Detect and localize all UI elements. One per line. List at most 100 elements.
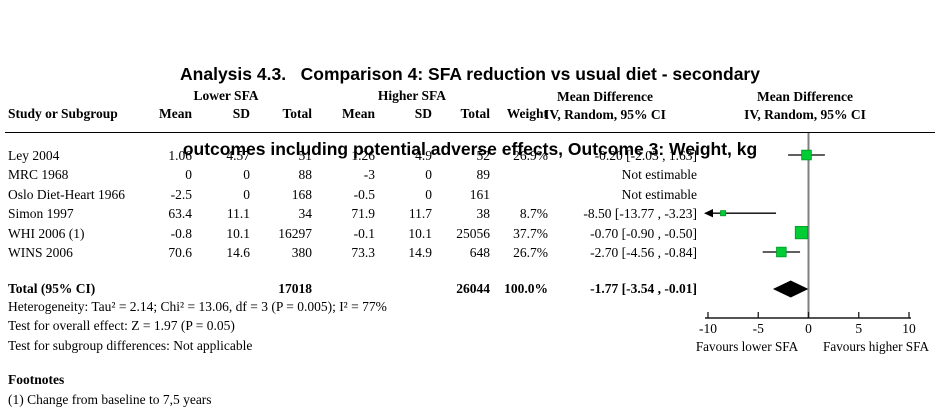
- cell-ci: -8.50 [-13.77 , -3.23]: [583, 206, 697, 222]
- cell-mean1: 0: [185, 167, 192, 183]
- cell-sd2: 0: [425, 167, 432, 183]
- column-header-row: Study or Subgroup Mean SD Total Mean SD …: [0, 106, 700, 124]
- cell-study: Ley 2004: [8, 148, 60, 163]
- cell-sd2: 0: [425, 186, 432, 202]
- forest-plot-graphic: -10 -5 0 5 10 Favours lower SFA Favours higher…: [696, 133, 929, 354]
- effect-marker: [720, 210, 727, 217]
- favours-left-label: Favours lower SFA: [696, 339, 799, 354]
- total-n-lower: 17018: [278, 281, 312, 296]
- title-line-1: Analysis 4.3. Comparison 4: SFA reductio…: [180, 64, 760, 84]
- col-header-weight: Weight: [506, 106, 548, 121]
- cell-study: WINS 2006: [8, 244, 73, 260]
- statistics-lines: Heterogeneity: Tau² = 2.14; Chi² = 13.06…: [8, 297, 648, 355]
- cell-sd1: 4.57: [226, 148, 250, 163]
- footnote-item: (1) Change from baseline to 7,5 years: [8, 392, 212, 407]
- cell-study: MRC 1968: [8, 167, 69, 183]
- cell-ci: -2.70 [-4.56 , -0.84]: [590, 244, 697, 260]
- study-rows: Ley 2004 1.06 4.57 51 1.26 4.9 52 26.9% -0.20 [-…: [0, 146, 700, 262]
- total-ci: -1.77 [-3.54 , -0.01]: [590, 281, 697, 296]
- cell-mean2: -0.1: [353, 225, 375, 241]
- axis-tick-label: 5: [855, 321, 862, 336]
- col-header-total-lower: Total: [282, 106, 312, 121]
- footnotes-heading: Footnotes: [8, 372, 65, 387]
- col-header-total-higher: Total: [460, 106, 490, 121]
- cell-total1: 380: [291, 244, 312, 260]
- cell-sd1: 14.6: [226, 244, 250, 260]
- cell-total2: 161: [469, 186, 490, 202]
- cell-ci: Not estimable: [621, 167, 697, 183]
- md2-sub-label: IV, Random, 95% CI: [744, 107, 866, 122]
- stat-line: Heterogeneity: Tau² = 2.14; Chi² = 13.06…: [8, 299, 387, 314]
- cell-study: Oslo Diet-Heart 1966: [8, 186, 125, 202]
- cell-mean2: 73.3: [351, 244, 375, 260]
- cell-sd1: 11.1: [226, 206, 250, 222]
- cell-mean1: 63.4: [168, 206, 192, 222]
- md2-label: Mean Difference: [756, 89, 854, 104]
- axis-tick-label: 10: [902, 321, 916, 336]
- cell-study: WHI 2006 (1): [8, 225, 85, 241]
- cell-mean2: -0.5: [353, 186, 375, 202]
- cell-total1: 88: [298, 167, 313, 183]
- cell-mean2: 1.26: [351, 148, 375, 163]
- page-title: Analysis 4.3. Comparison 4: SFA reductio…: [0, 12, 940, 212]
- cell-total1: 16297: [278, 225, 312, 241]
- title-line-2: outcomes including potential adverse eff…: [182, 139, 758, 159]
- axis-tick-label: 0: [805, 321, 812, 336]
- cell-total2: 89: [476, 167, 491, 183]
- cell-weight: 37.7%: [513, 225, 548, 241]
- total-weight: 100.0%: [504, 281, 548, 296]
- cell-study: Simon 1997: [8, 206, 74, 222]
- cell-sd2: 4.9: [415, 148, 432, 163]
- cell-total2: 38: [476, 206, 491, 222]
- effect-marker: [801, 149, 812, 161]
- md1-label: Mean Difference: [556, 89, 654, 104]
- group-header-mean-difference-text: Mean Difference IV, Random, 95% CI: [515, 88, 695, 124]
- cell-ci: -0.20 [-2.03 , 1.63]: [594, 148, 697, 163]
- cell-mean1: -0.8: [170, 225, 192, 241]
- cell-total2: 648: [469, 244, 490, 260]
- group-header-lower-sfa: Lower SFA: [193, 88, 259, 103]
- cell-mean2: 71.9: [351, 206, 375, 222]
- total-label: Total (95% CI): [8, 281, 96, 296]
- cell-total1: 51: [298, 148, 313, 163]
- cell-weight: 8.7%: [519, 206, 548, 222]
- effect-marker: [776, 246, 787, 258]
- cell-sd2: 10.1: [408, 225, 432, 241]
- total-row: Total (95% CI) 17018 26044 100.0% -1.77 …: [0, 279, 700, 298]
- axis-tick-label: -10: [699, 321, 717, 336]
- effect-marker: [794, 225, 809, 240]
- cell-sd2: 14.9: [408, 244, 432, 260]
- ci-arrow-left: [704, 209, 713, 218]
- table-row: Simon 1997 63.4 11.1 34 71.9 11.7 38 8.7% -8.50 …: [0, 204, 700, 223]
- cell-mean1: -2.5: [170, 186, 192, 202]
- col-header-mean-higher: Mean: [342, 106, 375, 121]
- cell-sd2: 11.7: [408, 206, 432, 222]
- md1-sub-label: IV, Random, 95% CI: [544, 107, 666, 122]
- header-divider-line: [5, 132, 935, 133]
- col-header-sd-lower: SD: [232, 106, 250, 121]
- col-header-study: Study or Subgroup: [8, 106, 118, 121]
- cell-sd1: 0: [243, 167, 250, 183]
- table-row: MRC 1968 0 0 88 -3 0 89 Not estimable: [0, 165, 700, 184]
- table-row: WHI 2006 (1) -0.8 10.1 16297 -0.1 10.1 25056 37…: [0, 224, 700, 243]
- cell-total1: 34: [298, 206, 313, 222]
- stat-line: Test for overall effect: Z = 1.97 (P = 0…: [8, 318, 235, 334]
- cell-ci: Not estimable: [621, 186, 697, 202]
- group-header-higher-sfa: Higher SFA: [377, 88, 447, 103]
- col-header-mean-lower: Mean: [159, 106, 192, 121]
- axis-tick-label: -5: [753, 321, 764, 336]
- cell-total2: 25056: [456, 225, 490, 241]
- footnotes: Footnotes (1) Change from baseline to 7,…: [8, 370, 508, 410]
- total-diamond: [772, 280, 809, 298]
- cell-sd1: 0: [243, 186, 250, 202]
- cell-weight: 26.9%: [513, 148, 548, 163]
- cell-ci: -0.70 [-0.90 , -0.50]: [590, 225, 697, 241]
- total-n-higher: 26044: [456, 281, 490, 296]
- cell-total1: 168: [291, 186, 312, 202]
- cell-mean1: 1.06: [168, 148, 192, 163]
- table-row: Ley 2004 1.06 4.57 51 1.26 4.9 52 26.9% -0.20 [-…: [0, 146, 700, 165]
- cell-weight: 26.7%: [513, 244, 548, 260]
- cell-mean1: 70.6: [168, 244, 192, 260]
- cell-mean2: -3: [363, 167, 375, 183]
